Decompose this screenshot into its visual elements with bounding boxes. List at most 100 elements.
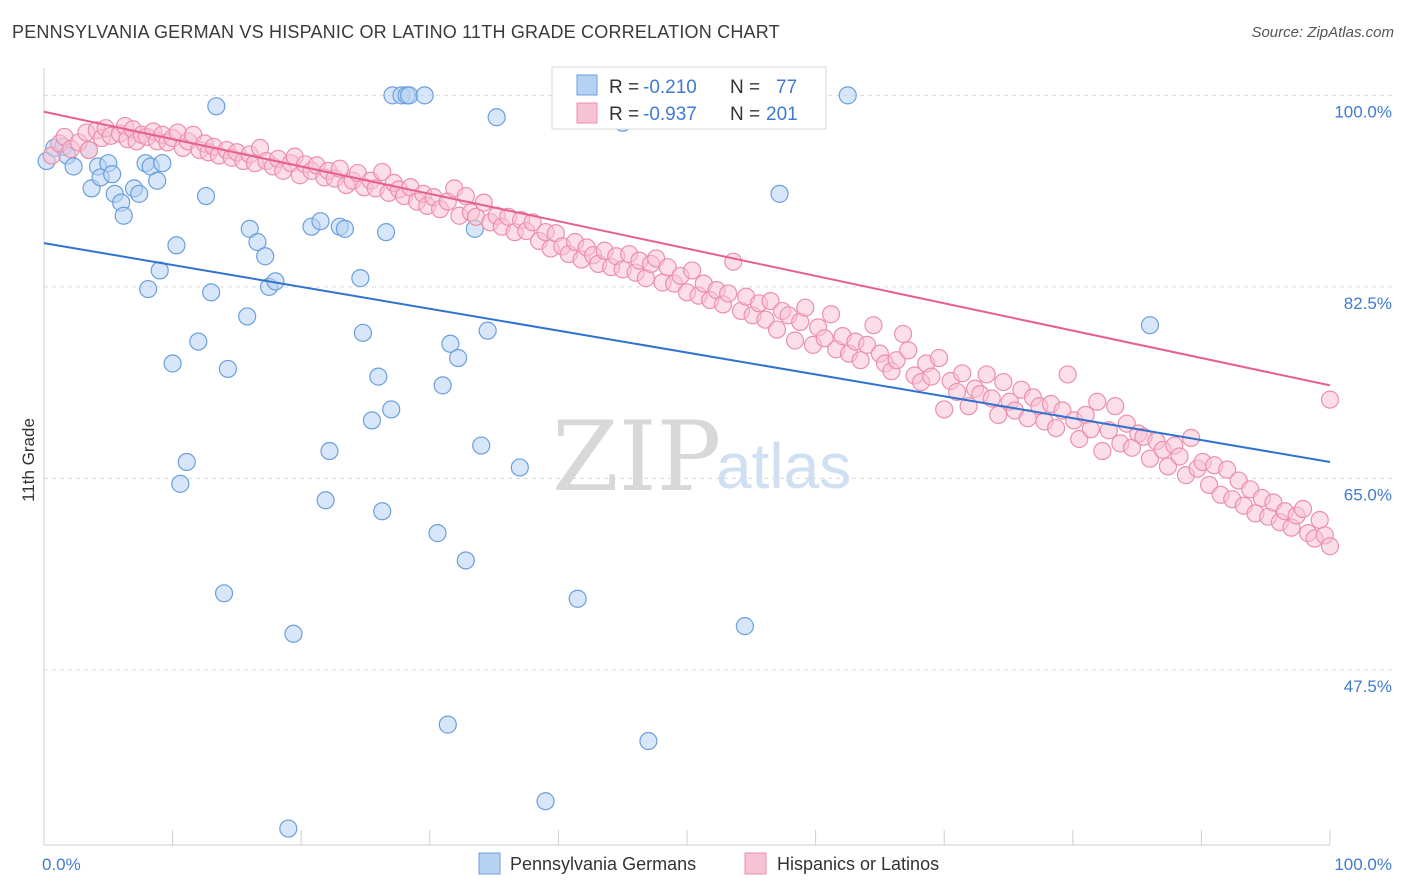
hispanic-latino-point-59 <box>373 162 392 182</box>
hispanic-latino-point-193 <box>1170 447 1189 466</box>
trend-lines <box>43 110 1331 463</box>
hispanic-latino-point-123 <box>756 310 775 329</box>
hispanic-latino-point-151 <box>922 367 941 386</box>
legend-r-value-1: -0.210 <box>643 77 697 98</box>
legend-n-label-1: N = <box>730 77 760 98</box>
pennsylvania-german-point-62 <box>448 348 468 368</box>
pennsylvania-german-point-38 <box>279 819 298 838</box>
legend: R = -0.210 N = 77 R = -0.937 N = 201 <box>551 66 827 130</box>
trend-line-hispanics-or-latinos <box>43 110 1331 387</box>
legend-r-value-2: -0.937 <box>643 104 697 125</box>
pennsylvania-german-point-28 <box>202 283 221 302</box>
hispanic-latino-point-198 <box>1200 475 1219 495</box>
legend-r-label-1: R = <box>609 77 639 98</box>
pennsylvania-german-point-22 <box>163 354 182 373</box>
legend-n-value-1: 77 <box>776 77 797 98</box>
pennsylvania-german-point-52 <box>382 400 401 419</box>
hispanic-latino-point-152 <box>929 348 949 368</box>
pennsylvania-german-point-74 <box>735 617 754 636</box>
hispanic-latino-point-220 <box>1320 390 1340 409</box>
pennsylvania-german-point-63 <box>456 551 475 570</box>
hispanic-latino-point-111 <box>683 261 702 280</box>
pennsylvania-german-point-35 <box>256 247 275 266</box>
x-tick-label-1: 100.0% <box>1334 855 1392 874</box>
pennsylvania-german-point-45 <box>335 219 355 238</box>
hispanic-latino-point-125 <box>767 320 787 339</box>
pennsylvania-german-point-76 <box>838 86 857 105</box>
hispanic-latino-point-188 <box>1140 449 1160 468</box>
hispanic-latino-point-141 <box>864 316 883 335</box>
pennsylvania-german-point-69 <box>536 792 555 811</box>
trend-line-pennsylvania-germans <box>43 242 1331 463</box>
pennsylvania-german-point-4 <box>64 157 83 176</box>
legend-n-value-2: 201 <box>766 104 798 125</box>
pennsylvania-german-point-47 <box>353 323 373 342</box>
pennsylvania-german-point-46 <box>351 269 370 288</box>
pennsylvania-german-point-73 <box>639 731 658 751</box>
pennsylvania-german-point-77 <box>1140 316 1160 335</box>
bottom-legend-swatch-blue <box>478 852 501 875</box>
pennsylvania-german-point-48 <box>362 411 382 430</box>
pennsylvania-german-point-68 <box>510 458 529 477</box>
pennsylvania-german-point-25 <box>177 452 196 472</box>
hispanic-latino-point-172 <box>1046 418 1066 438</box>
y-tick-label-0: 47.5% <box>1344 677 1392 696</box>
bottom-legend-label-pink: Hispanics or Latinos <box>777 854 939 874</box>
pennsylvania-german-point-42 <box>316 491 335 510</box>
y-tick-label-2: 82.5% <box>1344 294 1392 313</box>
hispanic-latino-point-133 <box>815 329 834 348</box>
bottom-legend-swatch-pink <box>744 852 767 875</box>
y-tick-labels: 47.5% 65.0% 82.5% 100.0% <box>1334 102 1392 696</box>
y-tick-label-1: 65.0% <box>1344 485 1392 504</box>
hispanic-latino-point-163 <box>994 372 1013 392</box>
source-note: Source: ZipAtlas.com <box>1251 24 1394 41</box>
hispanic-latino-point-155 <box>947 382 967 402</box>
hispanic-latino-point-118 <box>724 252 743 271</box>
pennsylvania-german-point-13 <box>114 206 133 225</box>
hispanic-latino-point-140 <box>857 335 877 354</box>
pennsylvania-german-point-51 <box>376 223 396 242</box>
legend-swatch-pink <box>576 102 598 124</box>
hispanic-latino-point-179 <box>1088 392 1107 411</box>
pennsylvania-german-point-23 <box>167 236 186 255</box>
hispanic-latino-point-139 <box>851 351 870 370</box>
pennsylvania-german-point-30 <box>207 97 226 116</box>
hispanic-latino-point-153 <box>935 400 954 419</box>
hispanic-latino-point-145 <box>887 351 906 370</box>
chart-title: PENNSYLVANIA GERMAN VS HISPANIC OR LATIN… <box>12 22 780 42</box>
hispanic-latino-point-146 <box>893 324 913 344</box>
pennsylvania-german-point-26 <box>189 332 208 351</box>
bottom-legend-label-blue: Pennsylvania Germans <box>510 854 696 874</box>
hispanic-latino-point-176 <box>1070 429 1089 449</box>
hispanic-latino-point-182 <box>1106 397 1125 416</box>
legend-r-label-2: R = <box>609 104 639 125</box>
legend-swatch-blue <box>576 74 598 96</box>
pennsylvania-german-point-31 <box>214 584 234 603</box>
legend-n-label-2: N = <box>730 104 760 125</box>
pennsylvania-german-point-29 <box>218 359 237 379</box>
watermark-zip: ZIP <box>552 401 721 513</box>
x-tick-label-0: 0.0% <box>42 855 81 874</box>
pennsylvania-german-point-18 <box>148 171 167 190</box>
hispanic-latino-point-156 <box>953 364 972 383</box>
watermark-atlas: atlas <box>716 430 851 502</box>
pennsylvania-german-point-67 <box>487 108 506 127</box>
pennsylvania-german-point-19 <box>139 279 158 299</box>
pennsylvania-german-point-32 <box>238 307 257 326</box>
pennsylvania-german-point-59 <box>433 376 452 395</box>
pennsylvania-german-point-43 <box>320 441 339 461</box>
pennsylvania-german-point-57 <box>415 86 434 105</box>
hispanic-latino-point-134 <box>821 305 841 324</box>
pennsylvania-german-point-50 <box>373 502 392 521</box>
pennsylvania-german-point-70 <box>568 589 587 608</box>
hispanic-latino-point-124 <box>761 292 780 311</box>
hispanic-latino-point-219 <box>1320 537 1340 556</box>
hispanic-latino-point-201 <box>1218 460 1237 479</box>
pennsylvania-german-point-27 <box>196 186 216 206</box>
hispanic-latino-point-174 <box>1058 365 1077 384</box>
hispanic-latino-point-162 <box>989 405 1008 425</box>
pennsylvania-german-point-41 <box>311 212 330 231</box>
x-tick-labels: 0.0% 100.0% <box>42 855 1392 874</box>
hispanic-latino-point-107 <box>658 258 677 277</box>
hispanic-latino-point-128 <box>785 331 805 350</box>
